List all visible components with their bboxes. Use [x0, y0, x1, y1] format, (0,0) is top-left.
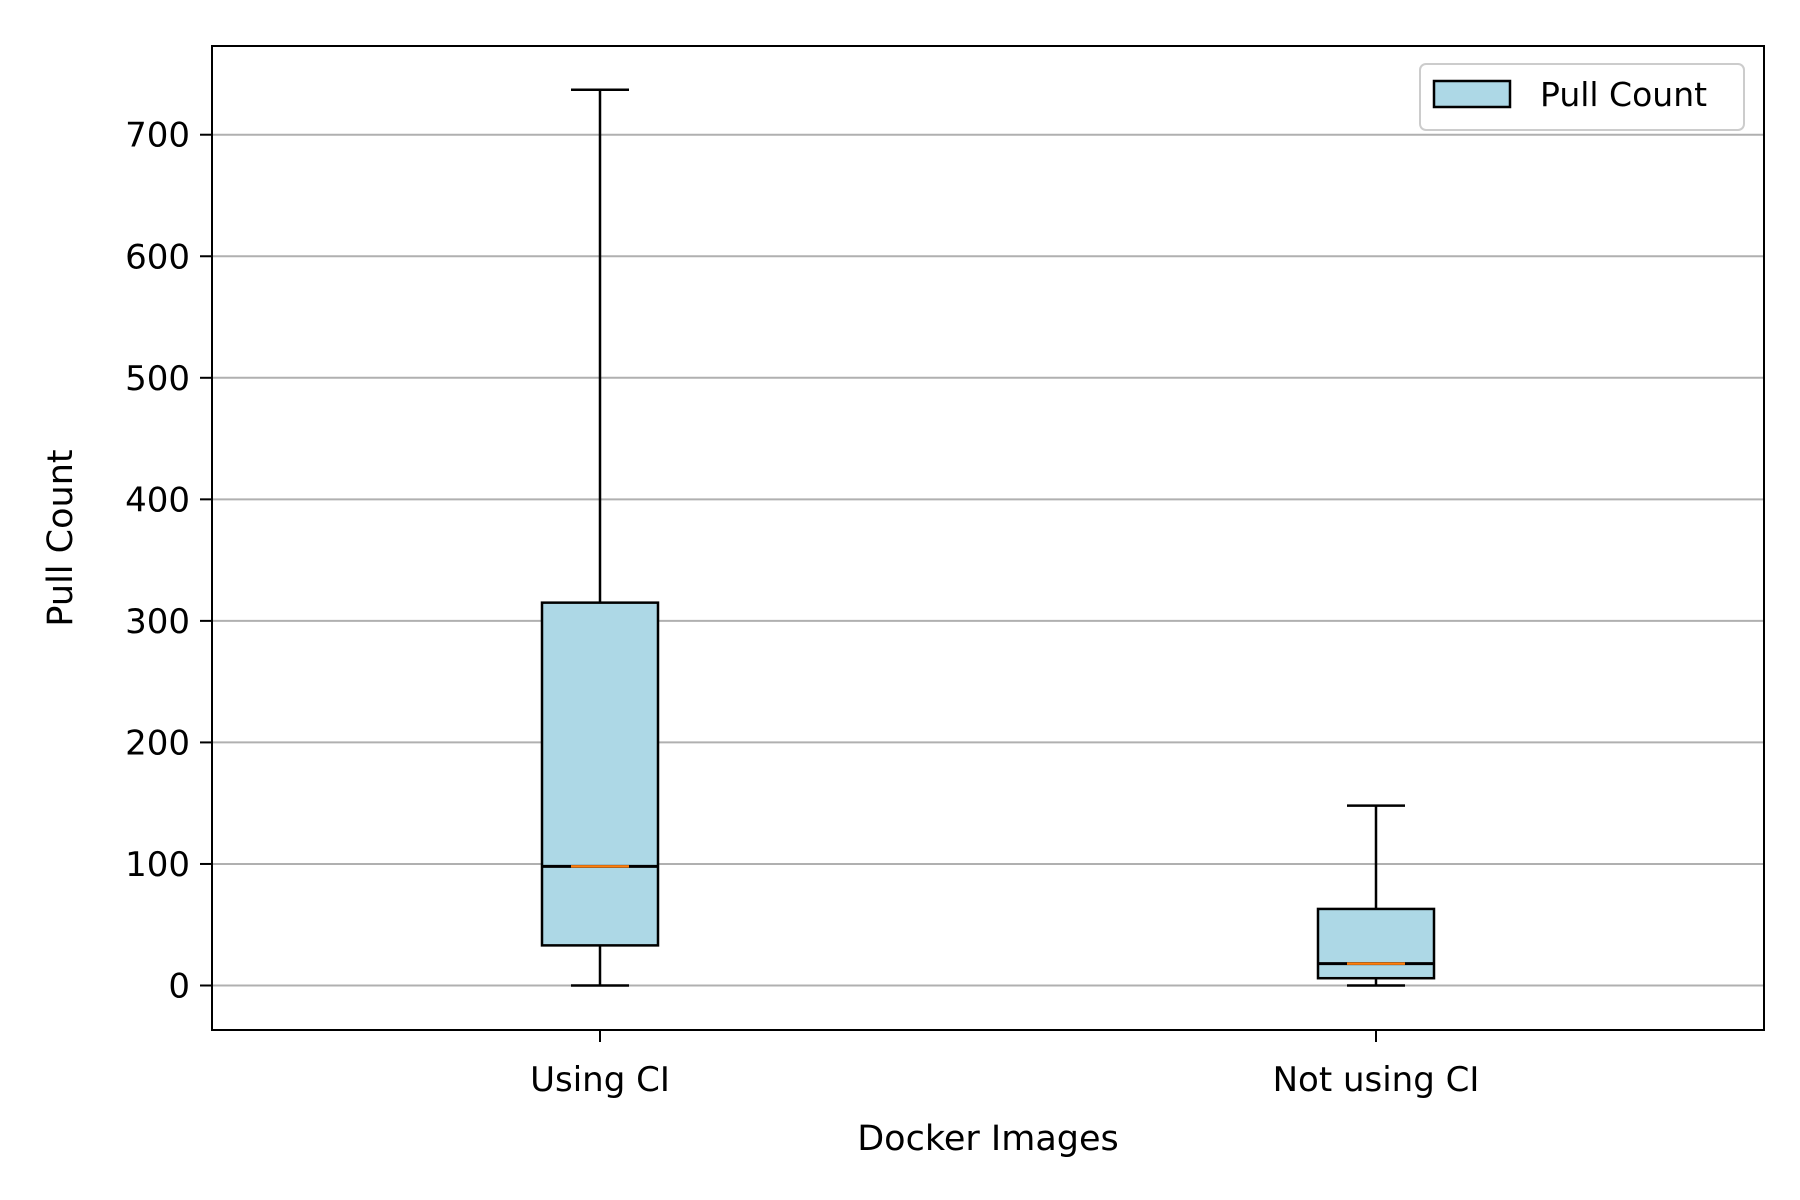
box-plot-using-ci — [540, 88, 660, 987]
legend-swatch — [1432, 79, 1512, 109]
legend-label: Pull Count — [1540, 75, 1707, 114]
y-axis-label: Pull Count — [41, 449, 81, 626]
y-tick-label: 0 — [168, 967, 190, 1007]
y-tick-label: 500 — [125, 359, 190, 399]
x-axis-label: Docker Images — [857, 1119, 1119, 1159]
y-tick-label: 300 — [125, 602, 190, 642]
y-tick-label: 100 — [125, 845, 190, 885]
y-axis-ticks: 0 100 200 300 400 500 600 700 — [125, 116, 212, 1007]
interquartile-box — [1316, 907, 1436, 980]
y-tick-label: 200 — [125, 723, 190, 763]
y-tick-label: 700 — [125, 116, 190, 156]
y-tick-label: 600 — [125, 237, 190, 277]
grid-lines — [212, 133, 1764, 987]
x-axis-ticks: Using CI Not using CI — [530, 1030, 1479, 1100]
box-plot-not-using-ci — [1316, 804, 1436, 987]
legend: Pull Count — [1419, 63, 1745, 131]
x-tick-label: Using CI — [530, 1060, 670, 1100]
x-tick-label: Not using CI — [1273, 1060, 1480, 1100]
box-plots — [540, 88, 1436, 987]
interquartile-box — [540, 601, 660, 947]
y-tick-label: 400 — [125, 480, 190, 520]
plot-area-frame — [211, 45, 1765, 1031]
